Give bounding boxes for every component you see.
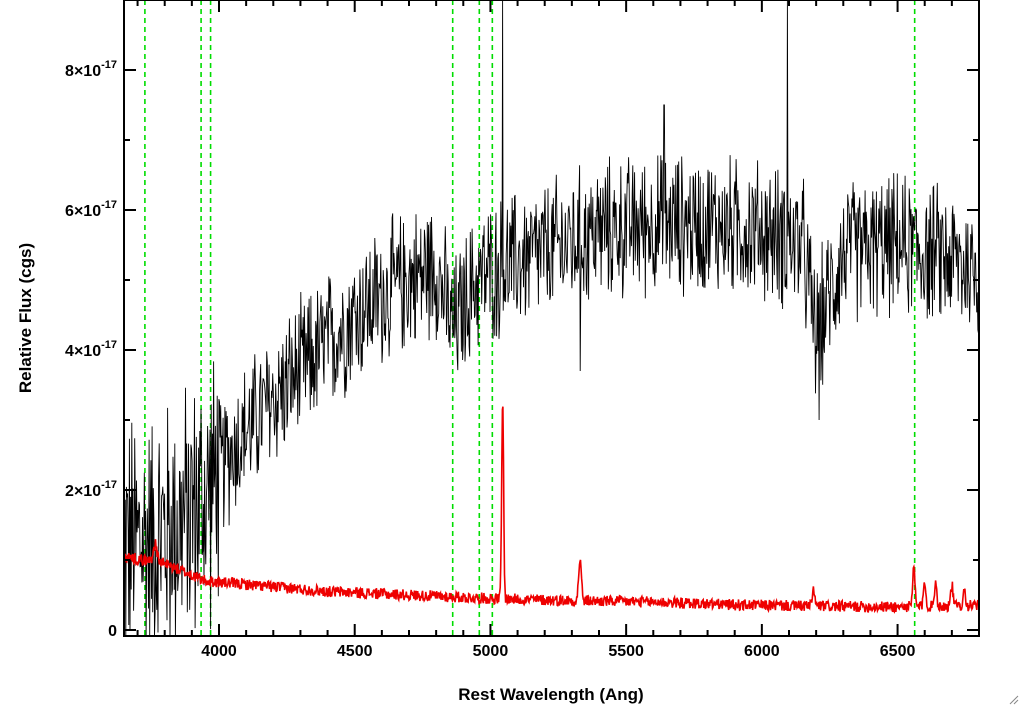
y-tick-label: 6×10-17 (65, 199, 117, 220)
y-axis-title: Relative Flux (cgs) (16, 243, 35, 393)
y-tick-label: 8×10-17 (65, 59, 117, 80)
model-spectrum-line (123, 406, 980, 614)
reference-lines (144, 0, 916, 636)
x-tick-label: 5500 (608, 643, 644, 660)
resize-grip-icon[interactable] (1009, 695, 1019, 705)
y-tick-label: 2×10-17 (65, 479, 117, 500)
plot-frame (123, 0, 980, 637)
x-tick-label: 4000 (201, 643, 237, 660)
x-tick-label: 4500 (337, 643, 373, 660)
y-tick-label: 0 (108, 623, 117, 640)
y-axis: 0 2×10-17 4×10-17 6×10-17 8×10-17 (65, 0, 979, 640)
x-tick-label: 5000 (473, 643, 509, 660)
observed-spectrum-line (123, 0, 979, 637)
observed-spectrum (123, 0, 979, 637)
x-axis: 4000 4500 5000 5500 6000 6500 (136, 0, 980, 660)
x-tick-label: 6500 (880, 643, 916, 660)
x-tick-label: 6000 (744, 643, 780, 660)
x-axis-title: Rest Wavelength (Ang) (458, 685, 643, 704)
y-tick-label: 4×10-17 (65, 339, 117, 360)
model-spectrum (123, 406, 980, 614)
